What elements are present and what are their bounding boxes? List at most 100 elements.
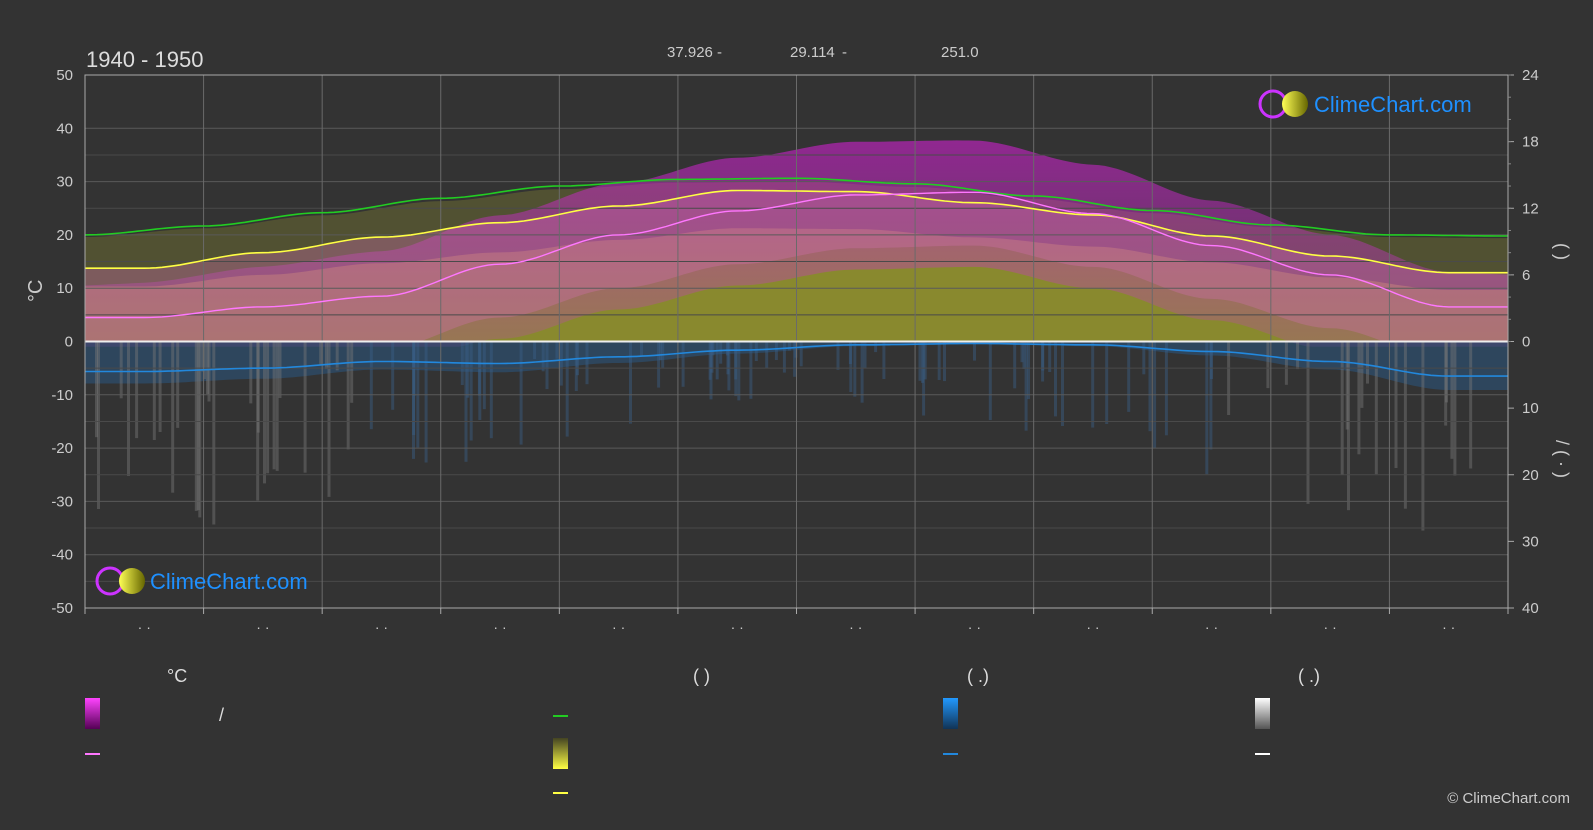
precip-day-bar [1210, 341, 1213, 379]
precip-day-bar [943, 341, 946, 382]
precip-day-bar [715, 341, 719, 380]
y2-upper-tick-label: 6 [1522, 267, 1530, 284]
precip-day-bar [922, 341, 926, 416]
precip-day-bar [482, 341, 486, 410]
legend-col3-header: ( .) [967, 666, 989, 686]
precip-day-bar [788, 341, 791, 351]
precip-day-bar [350, 341, 354, 403]
precip-day-bar [127, 341, 130, 476]
precip-day-bar [681, 341, 685, 387]
x-month-tick-label: · · [1442, 619, 1455, 635]
precip-day-bar [519, 341, 523, 445]
legend-rain-line-swatch [943, 753, 958, 755]
precip-day-bar [754, 341, 758, 361]
precip-day-bar [202, 341, 206, 380]
precip-day-bar [469, 341, 473, 441]
precip-day-bar [1027, 341, 1030, 400]
precip-day-bar [1421, 341, 1425, 531]
left-axis-unit: °C [25, 280, 47, 302]
series-line-sunshine [85, 189, 1508, 274]
precip-day-bar [319, 341, 323, 365]
precip-day-bar [369, 341, 373, 430]
precip-day-bar [849, 341, 853, 392]
precip-day-bar [412, 341, 415, 459]
precip-day-bar [749, 341, 753, 399]
brand-sun-icon [119, 568, 145, 594]
series-line-avg_max [85, 191, 1508, 319]
y2-lower-tick-label: 30 [1522, 533, 1539, 550]
precip-day-bar [303, 341, 307, 473]
precip-day-bar [640, 341, 643, 356]
precip-day-bar [1394, 341, 1398, 468]
precip-day-bar [882, 341, 886, 379]
x-month-tick-label: · · [1086, 619, 1099, 635]
precip-day-bar [918, 341, 922, 381]
precip-day-bar [1306, 341, 1310, 504]
precip-day-bar [863, 341, 867, 369]
precip-day-bar [874, 341, 878, 353]
y-tick-label: 30 [56, 174, 73, 191]
precip-day-bar [585, 341, 589, 385]
precip-day-bar [412, 341, 416, 435]
precip-day-bar [774, 341, 778, 360]
precip-day-bar [171, 341, 175, 493]
y2-upper-tick-label: 18 [1522, 134, 1539, 151]
precip-day-bar [793, 341, 797, 377]
y-tick-label: -10 [51, 387, 73, 404]
precip-day-bar [1340, 341, 1344, 475]
precip-day-bar [1469, 341, 1473, 469]
precip-day-bar [1453, 341, 1457, 476]
precip-day-bar [325, 341, 328, 370]
brand-logo-bottom[interactable]: ClimeChart.com [95, 566, 308, 596]
precip-day-bar [1164, 341, 1168, 436]
precip-day-bar [860, 341, 864, 403]
precip-day-bar [533, 341, 537, 360]
precip-day-bar [1127, 341, 1131, 412]
precip-day-bar [1345, 341, 1349, 430]
brand-logo-top[interactable]: ClimeChart.com [1258, 89, 1472, 119]
legend-daylight-swatch [553, 715, 568, 717]
precip-day-bar [1403, 341, 1407, 509]
precip-day-bar [1366, 341, 1369, 384]
precip-day-bar [988, 341, 992, 421]
precip-day-bar [391, 341, 395, 410]
precip-day-bar [937, 341, 941, 380]
precip-day-bar [719, 341, 723, 364]
x-month-tick-label: · · [1324, 619, 1337, 635]
precip-day-bar [275, 341, 279, 471]
y-tick-label: 10 [56, 280, 73, 297]
precip-day-bar [176, 341, 180, 428]
series-line-precip [85, 342, 1508, 377]
precip-day-bar [853, 341, 857, 397]
series-line-daylight [84, 177, 1508, 237]
precip-day-bar [466, 341, 470, 398]
precip-day-bar [327, 341, 331, 497]
precip-day-bar [794, 341, 798, 358]
precip-day-bar [734, 341, 738, 380]
precip-day-bar [541, 341, 545, 372]
precip-day-bar [1041, 341, 1045, 371]
y-tick-label: -30 [51, 493, 73, 510]
precip-day-bar [1374, 341, 1378, 475]
x-month-tick-label: · · [849, 619, 862, 635]
precip-day-bar [1205, 341, 1209, 475]
precip-day-bar [119, 341, 123, 399]
precip-day-bar [711, 341, 715, 356]
copyright-text[interactable]: © ClimeChart.com [1447, 790, 1570, 807]
precip-day-bar [559, 341, 563, 386]
precip-day-bar [478, 341, 482, 420]
legend-snow-swatch [1255, 698, 1270, 729]
precip-day-bar [196, 341, 200, 511]
precip-day-bar [1041, 341, 1045, 382]
header-coord-1-suffix: - [717, 44, 722, 61]
precip-day-bar [1061, 341, 1064, 426]
precip-day-bar [272, 341, 276, 470]
y-tick-label: -40 [51, 547, 73, 564]
x-month-tick-label: · · [138, 619, 151, 635]
precip-day-bar [848, 341, 852, 364]
precip-day-bar [1020, 341, 1024, 363]
precip-day-bar [1227, 341, 1231, 415]
precip-day-bar [278, 341, 282, 398]
precip-day-bar [710, 341, 714, 373]
